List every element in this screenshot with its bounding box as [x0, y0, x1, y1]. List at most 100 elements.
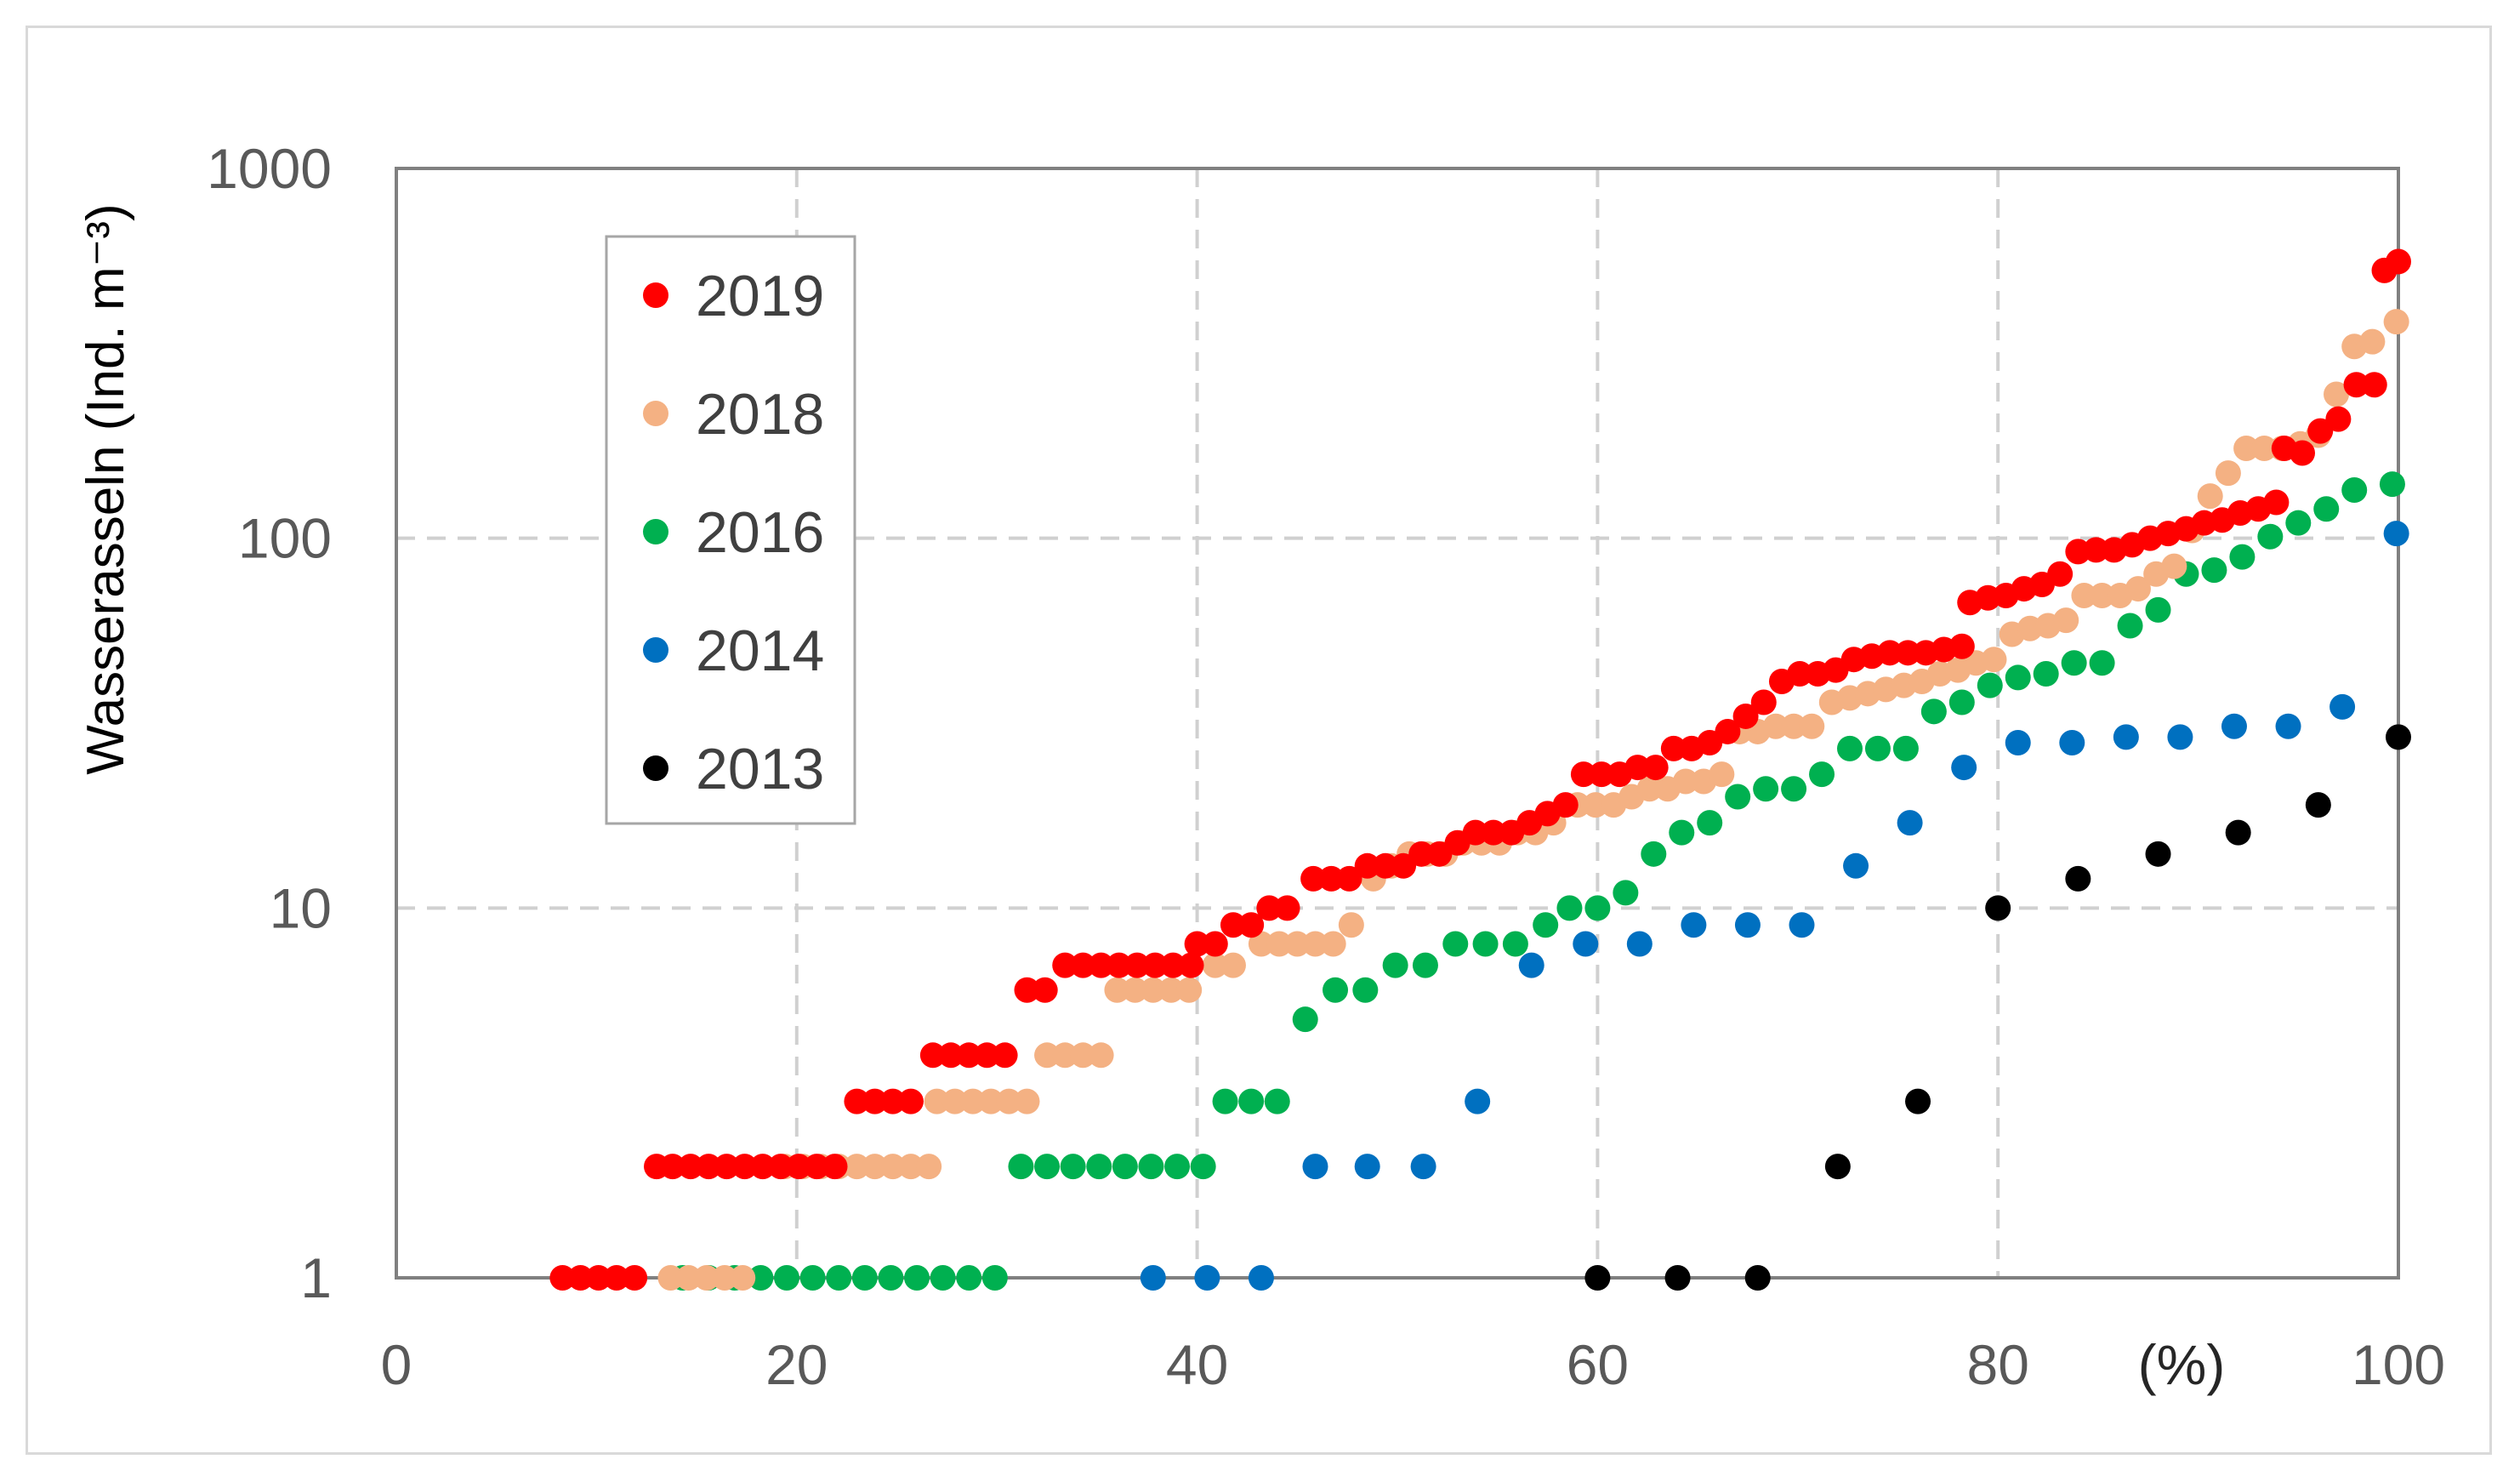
data-point: [2053, 607, 2079, 634]
legend-label: 2016: [696, 500, 824, 565]
data-point: [1014, 1088, 1040, 1114]
data-point: [1570, 761, 1596, 788]
data-point: [878, 1265, 904, 1291]
x-tick-label: 100: [2352, 1333, 2445, 1396]
data-point: [2386, 248, 2411, 275]
data-point: [2285, 510, 2312, 536]
data-point: [1732, 703, 1759, 729]
data-point: [2343, 372, 2369, 398]
data-point: [1809, 761, 1835, 788]
data-point: [956, 1042, 982, 1069]
data-point: [748, 1265, 774, 1291]
data-point: [1877, 640, 1903, 666]
data-point: [1122, 977, 1148, 1003]
data-point: [2307, 418, 2334, 444]
data-point: [2145, 841, 2171, 867]
legend-item-2013: 2013: [643, 737, 824, 801]
data-point: [1624, 755, 1651, 781]
legend-marker: [643, 401, 668, 426]
data-point: [786, 1154, 812, 1180]
data-point: [1681, 912, 1707, 938]
data-point: [822, 1154, 848, 1180]
data-point: [1715, 718, 1741, 744]
data-point: [1300, 865, 1327, 892]
data-point: [1318, 865, 1345, 892]
data-point: [924, 1088, 950, 1114]
data-point: [1985, 895, 2011, 921]
data-point: [2305, 792, 2331, 818]
data-point: [956, 1265, 982, 1291]
data-point: [622, 1265, 648, 1291]
data-point: [1948, 689, 1975, 715]
legend: 2019 2018 2016 2014 2013: [605, 235, 856, 825]
data-point: [1336, 865, 1362, 892]
data-point: [1220, 952, 1246, 978]
data-point: [2383, 521, 2409, 547]
data-point: [675, 1265, 702, 1291]
data-point: [2225, 819, 2251, 846]
data-point: [1184, 931, 1210, 957]
data-point: [1465, 1088, 1491, 1114]
data-point: [1660, 735, 1687, 761]
legend-label: 2018: [696, 382, 824, 447]
legend-label: 2014: [696, 618, 824, 683]
data-point: [603, 1265, 629, 1291]
data-point: [930, 1265, 956, 1291]
data-point: [2061, 650, 2087, 676]
data-point: [585, 1265, 612, 1291]
data-point: [919, 1042, 946, 1069]
data-point: [1824, 1154, 1851, 1180]
legend-label: 2013: [696, 737, 824, 801]
data-point: [1302, 931, 1328, 957]
data-point: [1238, 1088, 1265, 1114]
data-point: [2201, 557, 2227, 584]
data-point: [657, 1265, 684, 1291]
data-point: [1164, 1154, 1191, 1180]
y-axis-label: Wasserasseln (Ind. m⁻³): [77, 203, 135, 774]
data-point: [1320, 931, 1346, 957]
data-point: [659, 1154, 685, 1180]
data-point: [1238, 912, 1265, 938]
data-point: [1140, 977, 1166, 1003]
data-point: [1584, 1265, 1611, 1291]
data-point: [1410, 1154, 1436, 1180]
data-point: [897, 1154, 924, 1180]
data-point: [1292, 1006, 1318, 1033]
data-point: [1556, 895, 1583, 921]
data-point: [2071, 582, 2097, 608]
data-point: [1302, 1154, 1328, 1180]
data-point: [1112, 1154, 1138, 1180]
data-point: [2117, 613, 2143, 639]
data-point: [844, 1154, 870, 1180]
data-point: [2197, 483, 2223, 510]
legend-marker: [643, 755, 668, 781]
data-point: [2386, 724, 2411, 750]
data-point: [2005, 664, 2031, 691]
data-point: [974, 1042, 1000, 1069]
data-point: [1895, 640, 1921, 666]
data-point: [996, 1088, 1022, 1114]
y-tick-label: 1: [300, 1246, 332, 1309]
y-tick-label: 1000: [207, 137, 332, 200]
data-point: [1032, 977, 1058, 1003]
x-axis-unit: (%): [2138, 1333, 2226, 1396]
data-point: [879, 1154, 906, 1180]
data-point: [1636, 776, 1663, 802]
y-axis: 1 10 100 1000: [207, 137, 332, 1309]
data-point: [862, 1154, 888, 1180]
data-point: [774, 1265, 800, 1291]
data-point: [712, 1265, 738, 1291]
data-point: [1951, 755, 1977, 781]
data-point: [1190, 1154, 1216, 1180]
data-point: [1725, 784, 1751, 810]
data-point: [1160, 952, 1186, 978]
legend-item-2014: 2014: [643, 618, 824, 683]
data-point: [1274, 895, 1300, 921]
data-point: [2379, 471, 2405, 498]
data-point: [1412, 952, 1438, 978]
data-point: [1750, 689, 1777, 715]
data-point: [731, 1154, 758, 1180]
data-point: [1178, 952, 1204, 978]
data-point: [1642, 755, 1669, 781]
legend-label: 2019: [696, 264, 824, 328]
